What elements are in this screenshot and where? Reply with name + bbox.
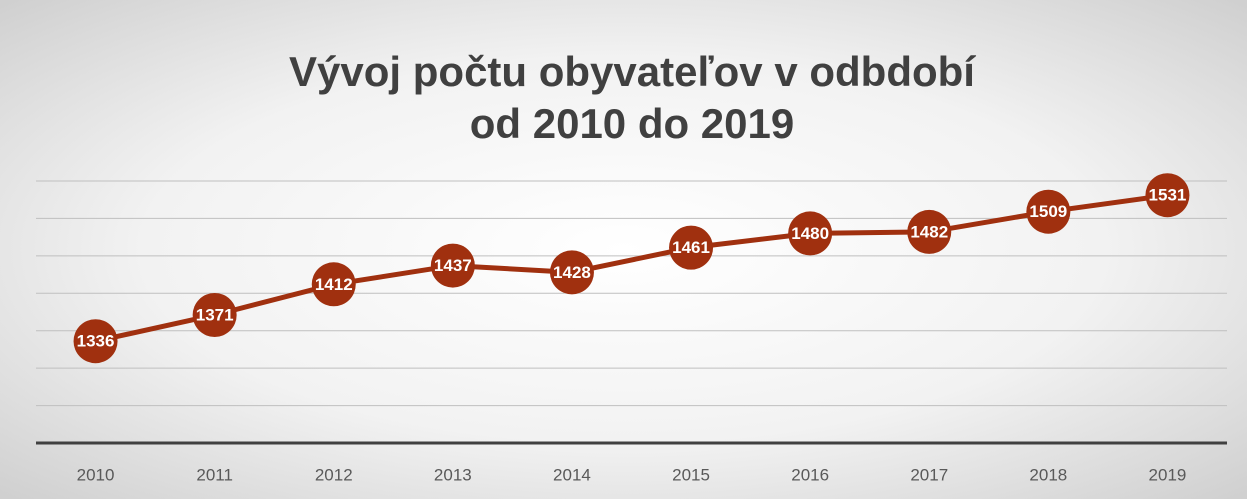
marker [907, 209, 952, 254]
data-label: 1428 [553, 263, 591, 282]
data-label: 1437 [434, 256, 472, 275]
line [95, 192, 1168, 344]
x-tick-label: 2016 [791, 465, 829, 484]
chart-title: Vývoj počtu obyvateľov v odbdobí [289, 48, 976, 95]
data-label: 1412 [315, 275, 353, 294]
x-tick-label: 2014 [553, 465, 591, 484]
chart-title: od 2010 do 2019 [470, 100, 795, 147]
marker [73, 319, 118, 364]
data-label: 1509 [1029, 202, 1067, 221]
x-tick-label: 2018 [1029, 465, 1067, 484]
marker [788, 211, 833, 256]
data-label: 1480 [791, 224, 829, 243]
x-tick-label: 2013 [434, 465, 472, 484]
data-label: 1531 [1149, 186, 1187, 205]
marker [1026, 189, 1071, 234]
x-tick-label: 2012 [315, 465, 353, 484]
data-label: 1371 [196, 305, 234, 324]
data-label: 1336 [77, 332, 115, 351]
marker [549, 250, 594, 295]
data-label: 1461 [672, 238, 710, 257]
x-tick-label: 2017 [910, 465, 948, 484]
marker [1145, 173, 1190, 218]
x-tick-label: 2010 [77, 465, 115, 484]
marker [430, 243, 475, 288]
x-tick-label: 2019 [1149, 465, 1187, 484]
x-tick-label: 2015 [672, 465, 710, 484]
marker [192, 292, 237, 337]
data-label: 1482 [910, 222, 948, 241]
marker [669, 225, 714, 270]
marker [311, 262, 356, 307]
x-tick-label: 2011 [196, 465, 233, 484]
